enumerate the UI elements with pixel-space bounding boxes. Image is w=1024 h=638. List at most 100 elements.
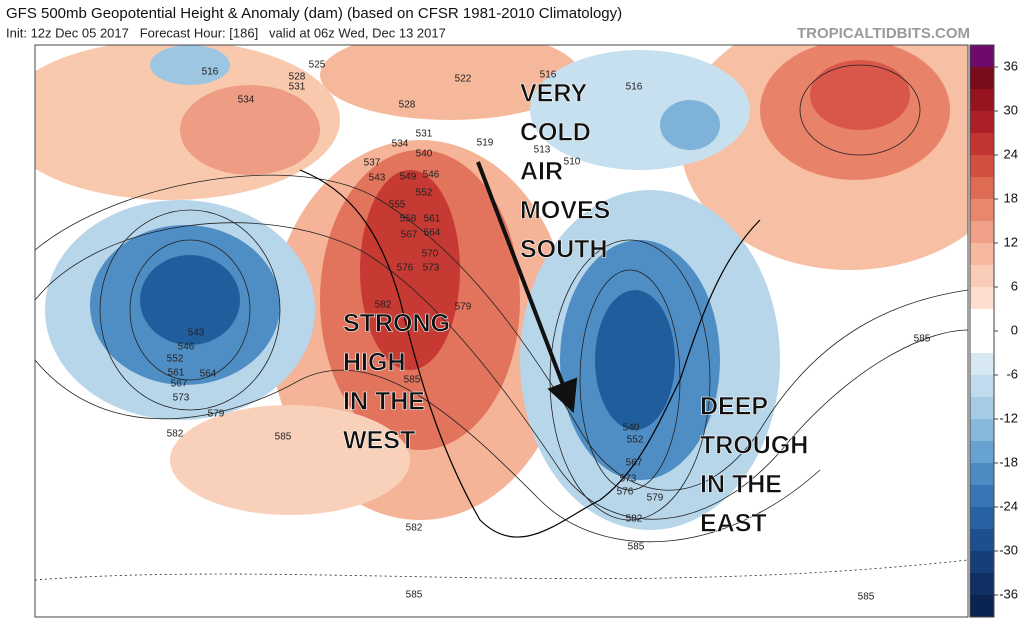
- colorbar-tick-label: 36: [1004, 58, 1018, 73]
- contour-label: 585: [858, 592, 875, 603]
- colorbar-tick-label: -12: [999, 410, 1018, 425]
- contour-label: 552: [416, 188, 433, 199]
- contour-label: 576: [397, 263, 414, 274]
- contour-label: 564: [424, 228, 441, 239]
- contour-label: 585: [406, 590, 423, 601]
- annotation-line: COLD: [520, 119, 591, 147]
- colorbar-band: [970, 353, 994, 376]
- contour-label: 510: [564, 157, 581, 168]
- contour-label: 576: [617, 487, 634, 498]
- annotation-line: TROUGH: [700, 432, 808, 460]
- annotation-line: VERY: [520, 80, 587, 108]
- subtitle: Init: 12z Dec 05 2017 Forecast Hour: [18…: [6, 25, 446, 40]
- contour-label: 516: [626, 82, 643, 93]
- colorbar-tick-label: 0: [1011, 322, 1018, 337]
- contour-label: 579: [208, 409, 225, 420]
- colorbar-tick-label: -6: [1006, 366, 1018, 381]
- annotation-line: HIGH: [343, 349, 406, 377]
- contour-label: 531: [416, 129, 433, 140]
- colorbar-tick-label: 30: [1004, 102, 1018, 117]
- contour-label: 528: [399, 100, 416, 111]
- colorbar-tick-label: 18: [1004, 190, 1018, 205]
- colorbar-band: [970, 375, 994, 398]
- contour-label: 585: [275, 432, 292, 443]
- contour-label: 555: [389, 200, 406, 211]
- annotation-line: IN THE: [343, 388, 425, 416]
- contour-label: 567: [626, 458, 643, 469]
- contour-label: 585: [404, 375, 421, 386]
- colorbar-band: [970, 331, 994, 354]
- annotation-line: STRONG: [343, 310, 450, 338]
- annotation-line: EAST: [700, 510, 767, 538]
- colorbar-band: [970, 397, 994, 420]
- annotation-line: AIR: [520, 158, 563, 186]
- contour-label: 582: [626, 514, 643, 525]
- colorbar-band: [970, 595, 994, 618]
- contour-label: 549: [400, 172, 417, 183]
- colorbar-band: [970, 573, 994, 596]
- contour-label: 513: [534, 145, 551, 156]
- contour-label: 528: [289, 72, 306, 83]
- contour-label: 573: [620, 474, 637, 485]
- colorbar-band: [970, 89, 994, 112]
- contour-label: 516: [540, 70, 557, 81]
- contour-label: 579: [647, 493, 664, 504]
- contour-label: 534: [392, 139, 409, 150]
- contour-label: 546: [178, 342, 195, 353]
- colorbar-tick-label: -36: [999, 586, 1018, 601]
- colorbar-tick-label: 6: [1011, 278, 1018, 293]
- annotation-line: DEEP: [700, 393, 768, 421]
- colorbar-band: [970, 441, 994, 464]
- contour-label: 570: [422, 249, 439, 260]
- colorbar-band: [970, 309, 994, 332]
- contour-label: 519: [477, 138, 494, 149]
- title: GFS 500mb Geopotential Height & Anomaly …: [6, 5, 622, 22]
- annotation-line: IN THE: [700, 471, 782, 499]
- colorbar-band: [970, 199, 994, 222]
- contour-label: 540: [623, 423, 640, 434]
- contour-label: 558: [400, 214, 417, 225]
- colorbar-band: [970, 243, 994, 266]
- colorbar-band: [970, 155, 994, 178]
- colorbar-band: [970, 485, 994, 508]
- colorbar-tick-label: -18: [999, 454, 1018, 469]
- colorbar-band: [970, 507, 994, 530]
- contour-label: 585: [628, 542, 645, 553]
- colorbar-band: [970, 111, 994, 134]
- contour-label: 561: [424, 214, 441, 225]
- contour-label: 522: [455, 74, 472, 85]
- contour-label: 546: [423, 170, 440, 181]
- contour-label: 516: [202, 67, 219, 78]
- contour-label: 561: [168, 368, 185, 379]
- colorbar-band: [970, 265, 994, 288]
- annotation-line: MOVES: [520, 197, 610, 225]
- contour-label: 567: [171, 379, 188, 390]
- site-name: TROPICALTIDBITS.COM: [797, 25, 970, 42]
- colorbar-tick-label: 24: [1004, 146, 1018, 161]
- contour-label: 582: [167, 429, 184, 440]
- colorbar-tick-label: -24: [999, 498, 1018, 513]
- contour-label: 585: [914, 334, 931, 345]
- colorbar-band: [970, 133, 994, 156]
- map-frame: [34, 44, 969, 618]
- contour-label: 531: [289, 82, 306, 93]
- contour-label: 582: [375, 300, 392, 311]
- annotation-line: SOUTH: [520, 236, 608, 264]
- annotation-line: WEST: [343, 427, 415, 455]
- contour-label: 537: [364, 158, 381, 169]
- colorbar-tick-label: -30: [999, 542, 1018, 557]
- contour-label: 567: [401, 230, 418, 241]
- colorbar-band: [970, 419, 994, 442]
- contour-label: 543: [369, 173, 386, 184]
- contour-label: 579: [455, 302, 472, 313]
- colorbar-band: [970, 287, 994, 310]
- contour-label: 564: [200, 369, 217, 380]
- contour-label: 573: [173, 393, 190, 404]
- colorbar-band: [970, 67, 994, 90]
- colorbar-band: [970, 529, 994, 552]
- colorbar-band: [970, 221, 994, 244]
- colorbar-band: [970, 463, 994, 486]
